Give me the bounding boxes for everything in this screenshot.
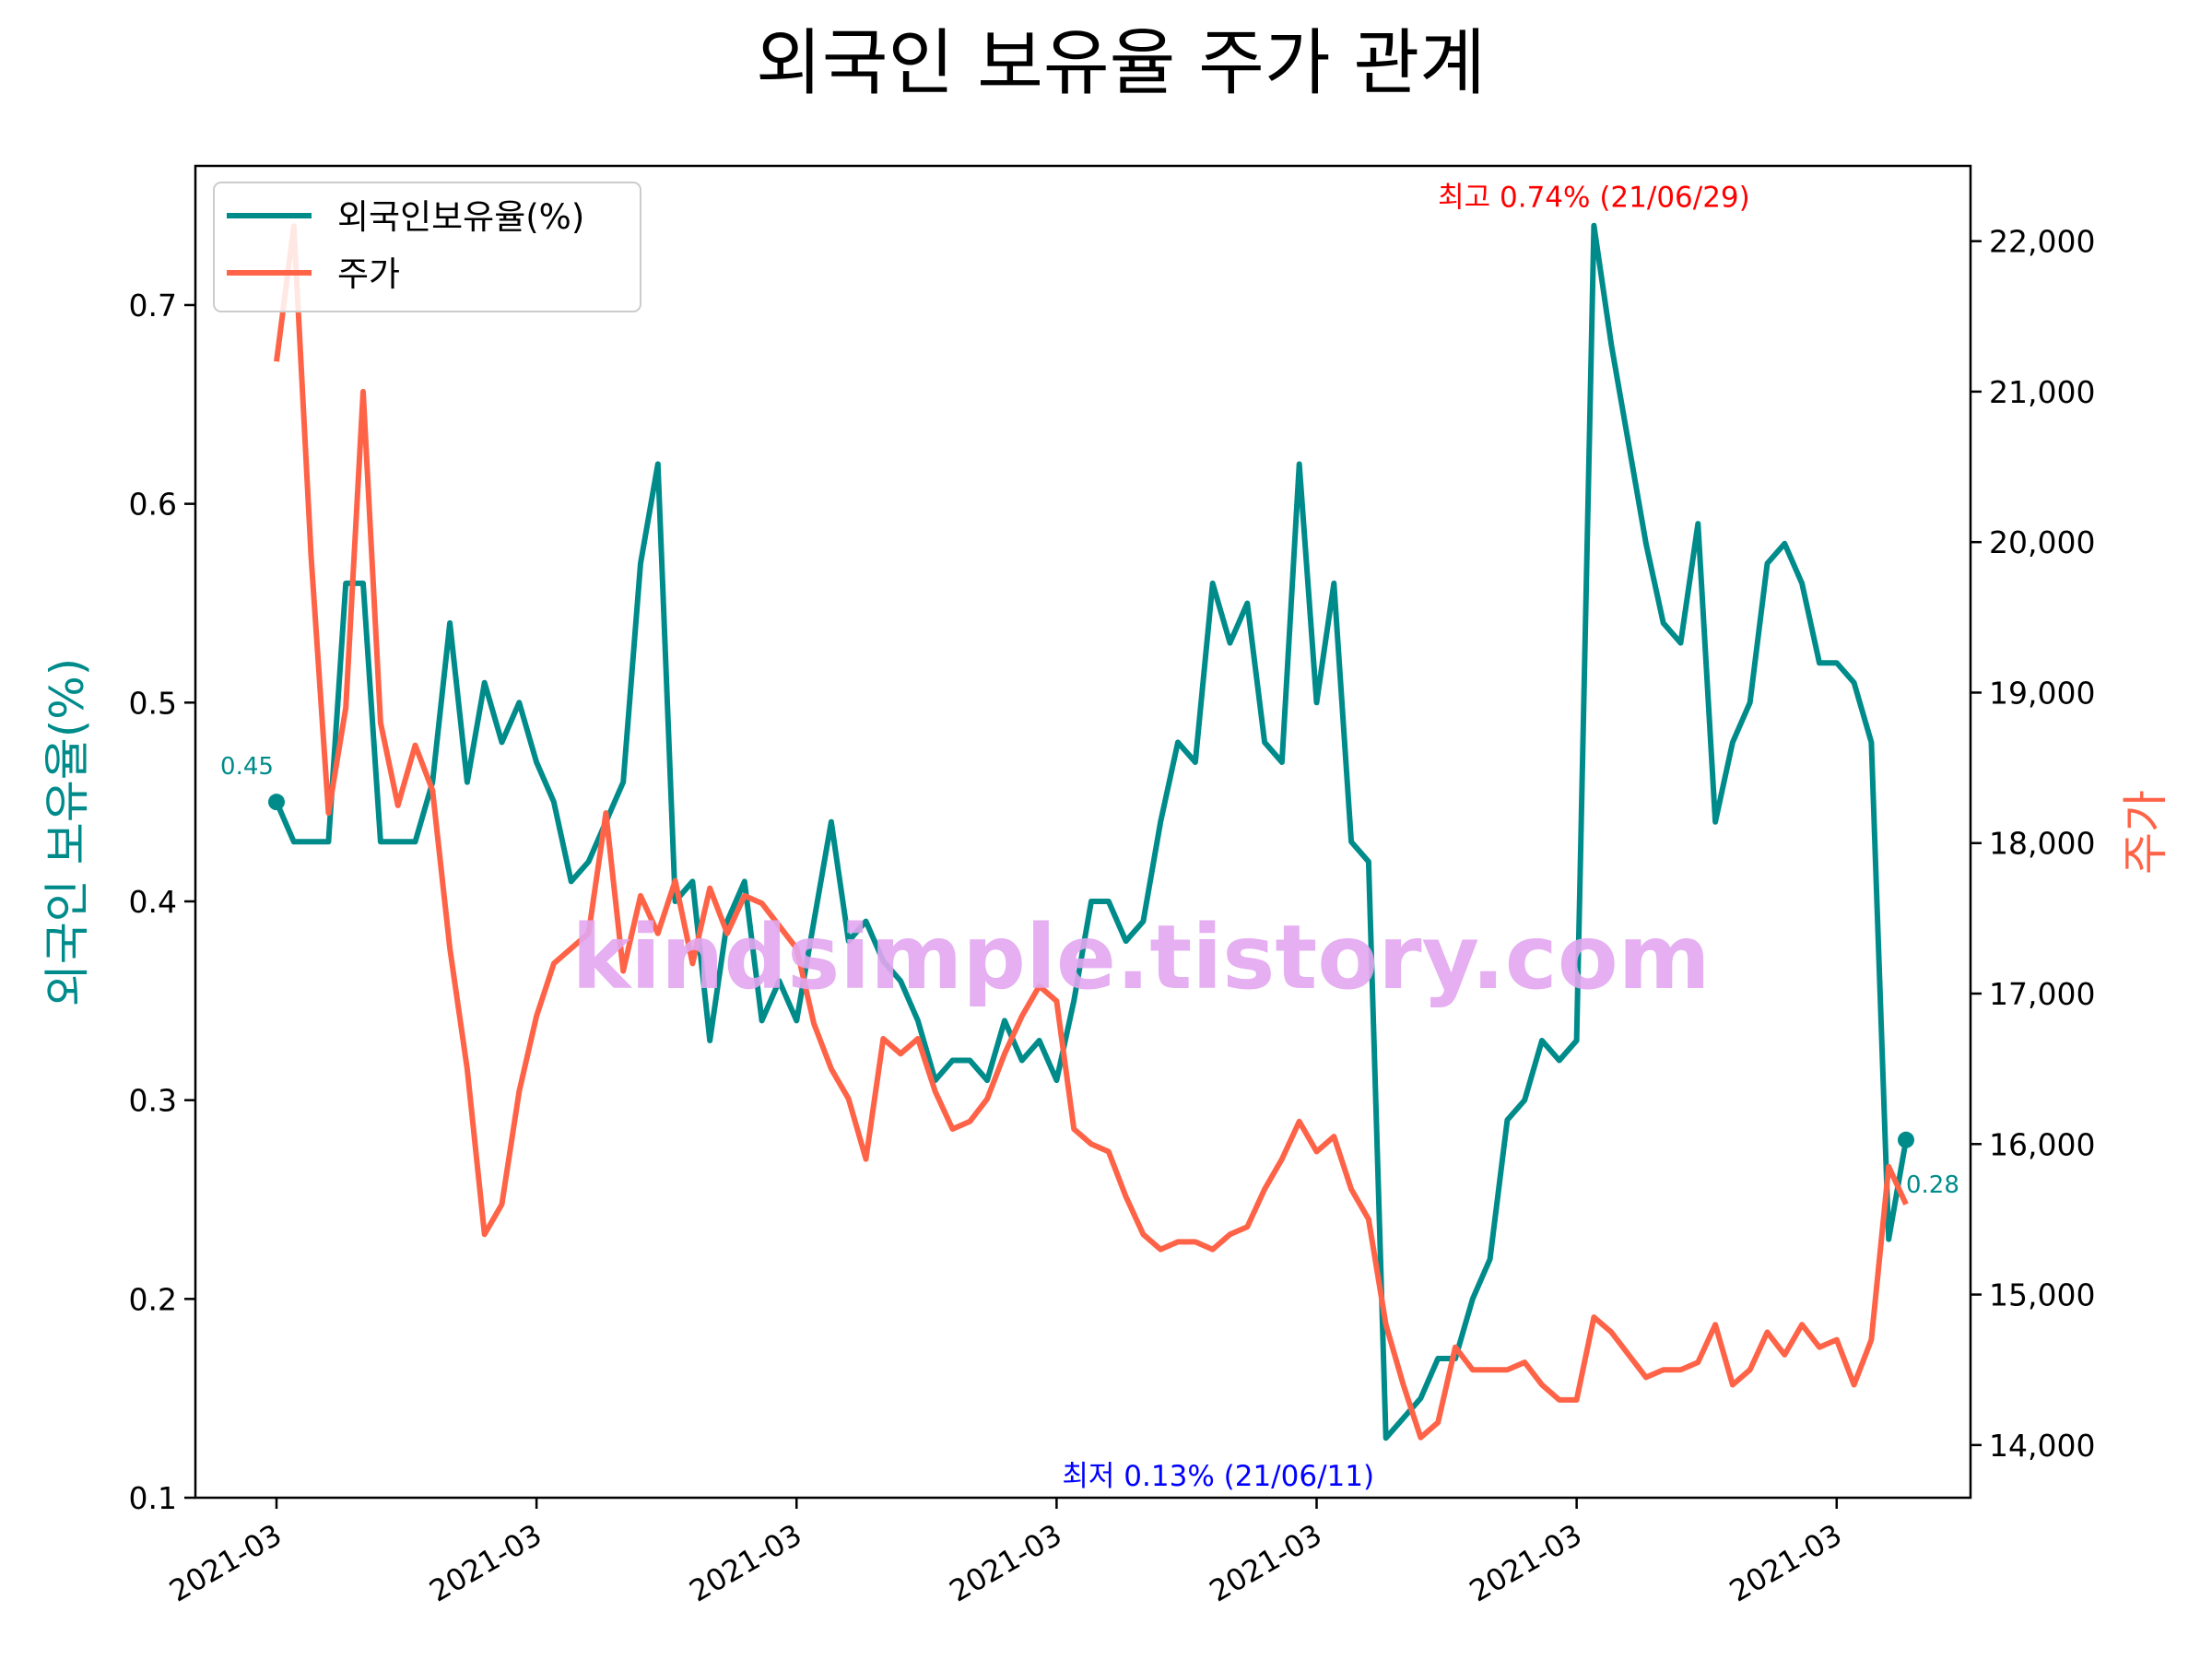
- x-tick-label: 2021-03: [1204, 1517, 1328, 1609]
- x-tick-label: 2021-03: [163, 1517, 288, 1609]
- first-value-point: [268, 794, 285, 811]
- legend-box: [213, 182, 641, 312]
- legend: 외국인보유율(%) 주가: [213, 182, 641, 312]
- left-tick-label: 0.1: [129, 1480, 177, 1516]
- left-tick-label: 0.5: [129, 685, 177, 721]
- annotation-layer: 0.45 0.28 최고 0.74% (21/06/29) 최저 0.13% (21/…: [220, 182, 1959, 1493]
- legend-label-price: 주가: [337, 254, 400, 294]
- x-tick-label: 2021-03: [683, 1517, 807, 1609]
- last-value-point: [1898, 1131, 1914, 1148]
- watermark: kindsimple.tistory.com: [571, 906, 1710, 1009]
- left-tick-label: 0.6: [129, 487, 177, 523]
- right-tick-label: 21,000: [1989, 374, 2095, 410]
- right-tick-label: 20,000: [1989, 524, 2095, 560]
- first-value-label: 0.45: [220, 753, 274, 781]
- left-axis-ticks: 0.1 0.2 0.3 0.4 0.5 0.6 0.7: [129, 288, 195, 1516]
- right-axis-label: 주가: [2119, 790, 2172, 875]
- right-tick-label: 22,000: [1989, 224, 2095, 260]
- chart-title: 외국인 보유율 주가 관계: [756, 22, 1486, 105]
- series-line-foreign-ratio: [274, 222, 1909, 1441]
- x-tick-label: 2021-03: [1464, 1517, 1588, 1609]
- x-axis-ticks: 2021-03 2021-03 2021-03 2021-03 2021-03 2021-…: [163, 1498, 1848, 1609]
- right-tick-label: 14,000: [1989, 1428, 2095, 1464]
- series-line-price: [274, 223, 1909, 1441]
- x-tick-label: 2021-03: [1724, 1517, 1848, 1609]
- right-tick-label: 19,000: [1989, 675, 2095, 711]
- right-tick-label: 18,000: [1989, 826, 2095, 862]
- plot-frame: [194, 164, 1972, 1500]
- right-axis-ticks: 14,000 15,000 16,000 17,000 18,000 19,000 20,0…: [1971, 224, 2095, 1464]
- right-tick-label: 15,000: [1989, 1277, 2095, 1313]
- last-value-label: 0.28: [1906, 1171, 1959, 1199]
- x-tick-label: 2021-03: [944, 1517, 1068, 1609]
- left-tick-label: 0.2: [129, 1281, 177, 1317]
- left-axis-label: 외국인 보유율(%): [41, 658, 94, 1006]
- min-annotation: 최저 0.13% (21/06/11): [1062, 1460, 1374, 1493]
- legend-label-foreign-ratio: 외국인보유율(%): [337, 197, 584, 237]
- left-tick-label: 0.4: [129, 884, 177, 920]
- right-tick-label: 17,000: [1989, 976, 2095, 1012]
- left-tick-label: 0.7: [129, 288, 177, 324]
- x-tick-label: 2021-03: [423, 1517, 547, 1609]
- max-annotation: 최고 0.74% (21/06/29): [1438, 182, 1750, 215]
- series-layer: [274, 222, 1909, 1441]
- plot-area: 0.1 0.2 0.3 0.4 0.5 0.6 0.7 14,000 15,000 16,000…: [129, 164, 2095, 1609]
- left-tick-label: 0.3: [129, 1083, 177, 1119]
- right-tick-label: 16,000: [1989, 1126, 2095, 1162]
